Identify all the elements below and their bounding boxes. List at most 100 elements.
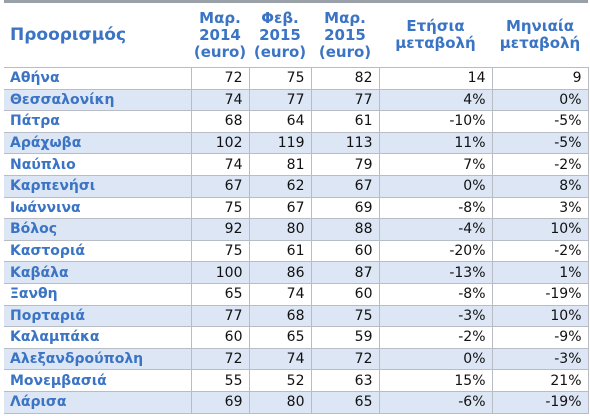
header-line: Προορισμός [10,24,127,45]
destination-cell: Μονεμβασιά [4,369,192,392]
value-cell: 61 [248,239,312,263]
value-cell: 80 [248,218,312,241]
table-row: Καστοριά 75 61 60 -20% -2% [4,239,589,263]
value-cell: 69 [310,196,380,220]
destination-cell: Πάτρα [4,110,192,133]
value-cell: 74 [190,153,250,176]
value-cell: 77 [310,88,380,112]
value-cell: 61 [310,110,380,133]
value-cell: -13% [378,261,493,284]
value-cell: 72 [190,67,250,90]
value-cell: 113 [310,131,380,155]
value-cell: -9% [491,326,589,349]
destination-cell: Ξανθη [4,282,192,306]
value-cell: 75 [190,196,250,220]
header-line: 2015 [259,25,301,44]
header-cell: Μαρ. 2015 (euro) [311,3,379,68]
value-cell: 75 [248,67,312,90]
destination-cell: Καλαμπάκα [4,326,192,349]
value-cell: 52 [248,369,312,392]
table-row: Καρπενήσι 67 62 67 0% 8% [4,174,589,198]
table-row: Αράχωβα 102 119 113 11% -5% [4,131,589,155]
header-cell: Φεβ. 2015 (euro) [249,3,311,68]
header-cell: Ετήσια μεταβολή [379,3,492,68]
price-table: Προορισμός Μαρ. 2014 (euro) Φεβ. 2015 (euro) Μα… [4,3,589,414]
value-cell: 0% [378,347,493,371]
value-cell: 59 [310,326,380,349]
value-cell: 77 [190,304,250,328]
value-cell: 87 [310,261,380,284]
header-line: Μαρ. [199,8,241,27]
value-cell: 63 [310,369,380,392]
value-cell: 60 [310,282,380,306]
table-row: Βόλος 92 80 88 -4% 10% [4,218,589,241]
table-body: Αθήνα 72 75 82 14 9 Θεσσαλονίκη 74 77 77 4% 0% Πάτρα… [4,67,589,414]
table-row: Αθήνα 72 75 82 14 9 [4,67,589,90]
table-row: Καλαμπάκα 60 65 59 -2% -9% [4,326,589,349]
value-cell: -3% [378,304,493,328]
destination-cell: Αλεξανδρούπολη [4,347,192,371]
value-cell: 67 [190,174,250,198]
value-cell: 68 [248,304,312,328]
table-row: Πάτρα 68 64 61 -10% -5% [4,110,589,133]
value-cell: 67 [248,196,312,220]
value-cell: 72 [310,347,380,371]
table-row: Ξανθη 65 74 60 -8% -19% [4,282,589,306]
value-cell: 0% [378,174,493,198]
value-cell: -8% [378,196,493,220]
value-cell: 88 [310,218,380,241]
destination-cell: Καβάλα [4,261,192,284]
header-line: (euro) [253,42,307,61]
destination-cell: Πορταριά [4,304,192,328]
destination-cell: Καρπενήσι [4,174,192,198]
value-cell: 75 [190,239,250,263]
header-row: Προορισμός Μαρ. 2014 (euro) Φεβ. 2015 (euro) Μα… [4,3,588,68]
header-line: Μαρ. [324,8,366,27]
header-line: (euro) [193,42,247,61]
value-cell: -19% [491,390,589,414]
value-cell: -3% [491,347,589,371]
value-cell: -20% [378,239,493,263]
value-cell: -4% [378,218,493,241]
header-cell: Προορισμός [4,3,191,68]
destination-cell: Ιωάννινα [4,196,192,220]
value-cell: -2% [378,326,493,349]
value-cell: 65 [310,390,380,414]
value-cell: 60 [190,326,250,349]
value-cell: 11% [378,131,493,155]
value-cell: -5% [491,110,589,133]
value-cell: -19% [491,282,589,306]
value-cell: 10% [491,304,589,328]
value-cell: 55 [190,369,250,392]
value-cell: 69 [190,390,250,414]
table-container: Προορισμός Μαρ. 2014 (euro) Φεβ. 2015 (euro) Μα… [4,0,589,416]
header-cell: Μαρ. 2014 (euro) [191,3,249,68]
value-cell: 62 [248,174,312,198]
value-cell: -6% [378,390,493,414]
value-cell: 100 [190,261,250,284]
value-cell: 0% [491,88,589,112]
value-cell: 64 [248,110,312,133]
value-cell: 10% [491,218,589,241]
value-cell: 21% [491,369,589,392]
table-row: Καβάλα 100 86 87 -13% 1% [4,261,589,284]
value-cell: 82 [310,67,380,90]
value-cell: 67 [310,174,380,198]
table-row: Μονεμβασιά 55 52 63 15% 21% [4,369,589,392]
table-row: Πορταριά 77 68 75 -3% 10% [4,304,589,328]
value-cell: 79 [310,153,380,176]
table-row: Λάρισα 69 80 65 -6% -19% [4,390,589,414]
header-line: 2014 [199,25,241,44]
header-cell: Μηνιαία μεταβολή [492,3,588,68]
value-cell: 75 [310,304,380,328]
destination-cell: Αράχωβα [4,131,192,155]
value-cell: 72 [190,347,250,371]
value-cell: 7% [378,153,493,176]
value-cell: 68 [190,110,250,133]
value-cell: 119 [248,131,312,155]
value-cell: -10% [378,110,493,133]
header-line: (euro) [318,42,372,61]
header-line: 2015 [324,25,366,44]
value-cell: 65 [190,282,250,306]
